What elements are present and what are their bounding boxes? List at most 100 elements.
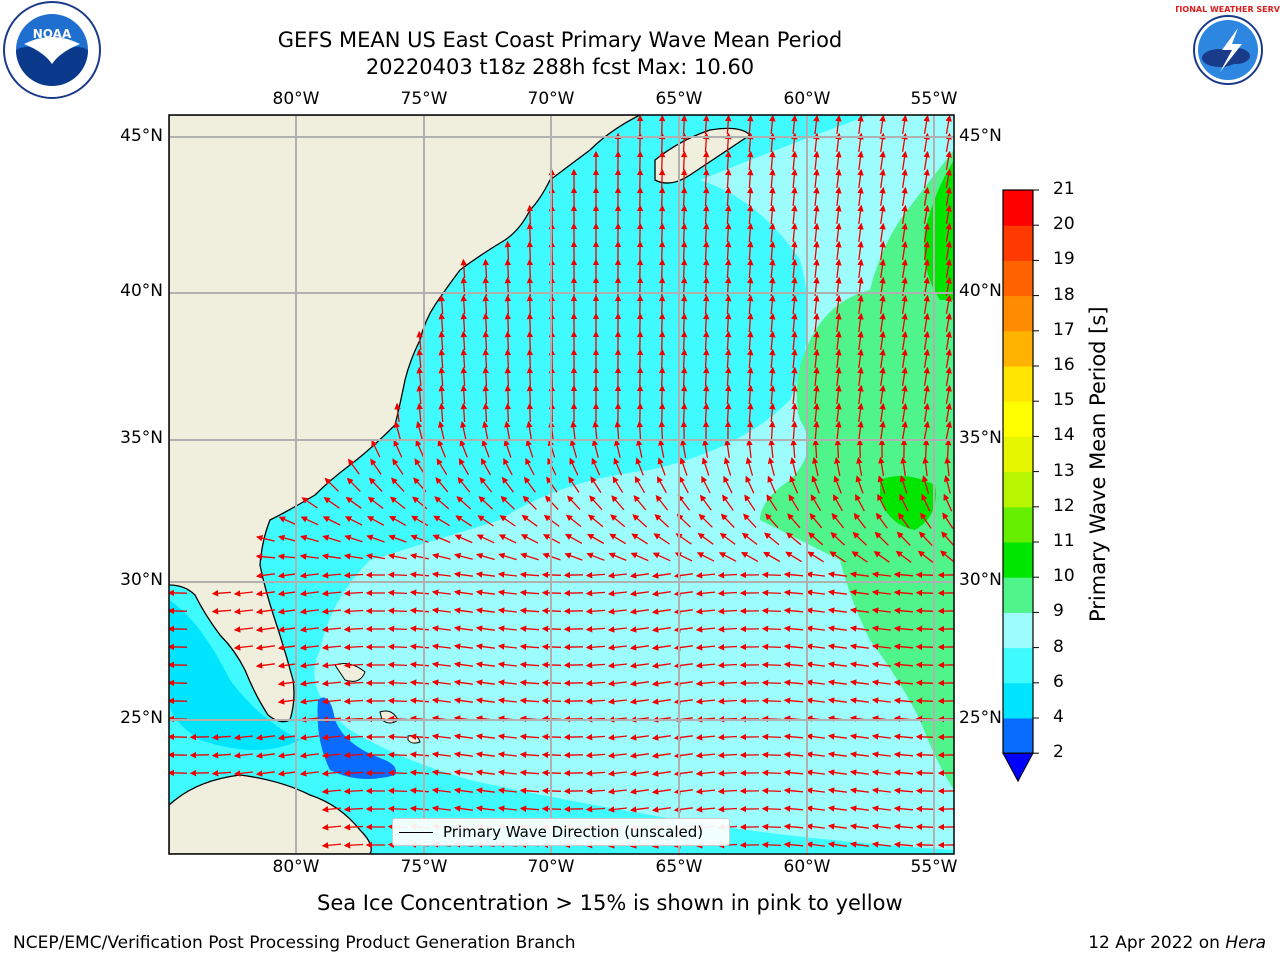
wave-direction-arrow: [389, 515, 407, 526]
wave-direction-arrow: [857, 115, 864, 134]
wave-direction-arrow: [680, 438, 687, 459]
wave-direction-arrow: [783, 589, 804, 596]
wave-direction-arrow: [871, 643, 891, 650]
wave-direction-arrow: [783, 571, 804, 578]
wave-direction-arrow: [431, 661, 451, 668]
wave-direction-arrow: [607, 662, 627, 669]
wave-direction-arrow: [460, 348, 467, 369]
wave-direction-arrow: [747, 186, 754, 207]
wave-direction-arrow: [852, 531, 867, 546]
wave-direction-arrow: [629, 698, 649, 705]
wave-direction-arrow: [570, 420, 577, 440]
wave-direction-arrow: [702, 366, 710, 387]
wave-direction-arrow: [629, 680, 649, 687]
wave-direction-arrow: [893, 697, 914, 704]
colorbar-segment: [1003, 577, 1033, 613]
wave-direction-arrow: [923, 366, 930, 387]
wave-direction-arrow: [321, 662, 342, 669]
wave-direction-arrow: [475, 679, 495, 686]
wave-direction-arrow: [432, 552, 451, 560]
colorbar-segment: [1003, 330, 1033, 367]
wave-direction-arrow: [899, 493, 909, 512]
wave-direction-arrow: [299, 662, 319, 669]
wave-direction-arrow: [321, 734, 342, 741]
wave-direction-arrow: [923, 150, 930, 171]
wave-direction-arrow: [923, 294, 930, 315]
wave-direction-arrow: [769, 115, 776, 135]
wave-direction-arrow: [460, 384, 467, 405]
wave-direction-arrow: [813, 222, 820, 242]
wave-direction-arrow: [896, 531, 911, 546]
wave-direction-arrow: [651, 662, 671, 669]
wave-direction-arrow: [813, 294, 820, 314]
wave-direction-arrow: [499, 515, 516, 527]
wave-direction-arrow: [299, 608, 319, 615]
wave-direction-arrow: [366, 516, 385, 526]
wave-direction-arrow: [607, 734, 627, 741]
wave-direction-arrow: [719, 532, 736, 545]
wave-direction-arrow: [564, 552, 583, 561]
wave-direction-arrow: [277, 752, 297, 759]
wave-direction-arrow: [519, 607, 540, 614]
wave-direction-arrow: [744, 494, 756, 511]
colorbar-tick-label: 12: [1053, 495, 1075, 516]
lon-label-top: 65°W: [655, 89, 703, 109]
wave-direction-arrow: [827, 643, 847, 650]
wave-direction-arrow: [879, 115, 886, 134]
wave-direction-arrow: [747, 168, 754, 189]
wave-direction-arrow: [519, 679, 540, 686]
lat-label-left: 45°N: [120, 126, 163, 146]
wave-direction-arrow: [901, 186, 908, 207]
wave-direction-arrow: [942, 512, 954, 529]
wave-direction-arrow: [211, 752, 232, 759]
wave-direction-arrow: [871, 589, 891, 596]
wave-direction-arrow: [879, 348, 886, 368]
wave-direction-arrow: [877, 475, 886, 494]
colorbar-tick-label: 4: [1053, 707, 1064, 727]
wave-direction-arrow: [497, 733, 517, 740]
wave-direction-arrow: [761, 805, 782, 813]
wave-direction-arrow: [255, 734, 275, 741]
colorbar-segment: [1003, 647, 1033, 684]
wave-direction-arrow: [918, 531, 933, 547]
wave-direction-arrow: [834, 438, 842, 459]
wave-direction-arrow: [849, 787, 869, 794]
wave-direction-arrow: [652, 552, 671, 562]
wave-direction-arrow: [785, 551, 803, 563]
wave-direction-arrow: [827, 697, 847, 704]
lat-label-right: 40°N: [959, 281, 1002, 301]
wave-direction-arrow: [409, 589, 430, 596]
wave-direction-arrow: [677, 494, 691, 511]
wave-direction-arrow: [526, 384, 534, 405]
wave-direction-arrow: [923, 384, 930, 405]
wave-direction-arrow: [805, 643, 825, 650]
wave-direction-arrow: [699, 494, 712, 511]
wave-direction-arrow: [835, 366, 842, 386]
wave-direction-arrow: [791, 384, 798, 405]
wave-direction-arrow: [769, 312, 776, 333]
wave-direction-arrow: [277, 734, 297, 741]
wave-direction-arrow: [895, 550, 912, 563]
wave-direction-arrow: [893, 823, 914, 830]
wave-direction-arrow: [879, 168, 886, 188]
wave-direction-arrow: [409, 769, 430, 776]
wave-direction-arrow: [585, 680, 606, 687]
colorbar-tick-label: 8: [1053, 636, 1064, 657]
wave-direction-arrow: [878, 456, 885, 477]
wave-direction-arrow: [831, 512, 845, 529]
colorbar-segment: [1003, 506, 1033, 543]
wave-direction-arrow: [475, 697, 495, 704]
wave-direction-arrow: [835, 240, 842, 260]
wave-direction-arrow: [805, 751, 825, 758]
wave-direction-arrow: [651, 608, 671, 615]
wave-direction-arrow: [629, 608, 649, 615]
wave-direction-arrow: [761, 823, 782, 831]
wave-direction-arrow: [658, 420, 666, 441]
wave-direction-arrow: [745, 475, 755, 494]
wave-direction-arrow: [277, 608, 297, 615]
wave-direction-arrow: [633, 495, 647, 511]
wave-direction-arrow: [767, 457, 775, 476]
wave-direction-arrow: [504, 402, 512, 423]
map-frame: [168, 114, 955, 855]
wave-direction-arrow: [629, 644, 649, 651]
